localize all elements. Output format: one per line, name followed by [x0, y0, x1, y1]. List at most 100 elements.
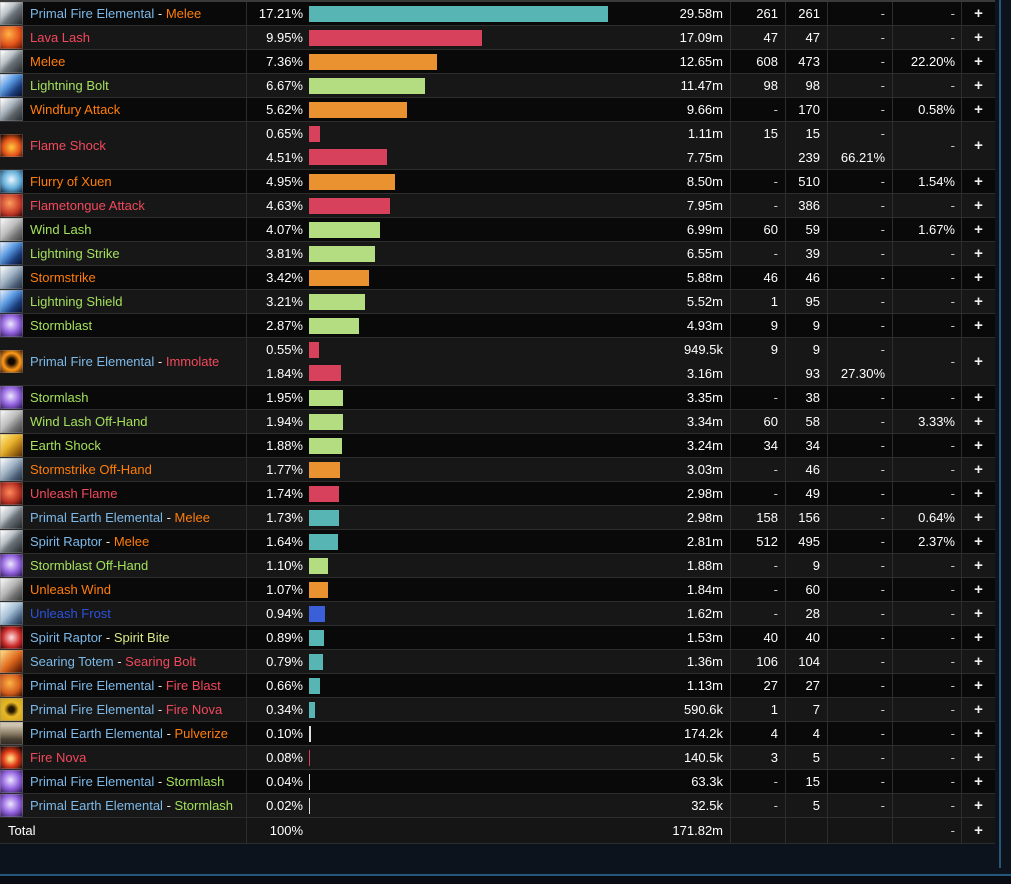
expand-button[interactable]: +	[961, 746, 995, 769]
ability-name[interactable]: Wind Lash	[30, 222, 91, 237]
expand-button[interactable]: +	[961, 122, 995, 169]
ability-name[interactable]: Lava Lash	[30, 30, 90, 45]
table-row[interactable]: Primal Fire Elemental - Fire Nova 0.34% 59…	[0, 698, 995, 722]
expand-button[interactable]: +	[961, 626, 995, 649]
expand-button[interactable]: +	[961, 770, 995, 793]
ability-name[interactable]: Fire Nova	[30, 750, 86, 765]
expand-button[interactable]: +	[961, 506, 995, 529]
table-row[interactable]: Unleash Wind 1.07% 1.84m -60- - +	[0, 578, 995, 602]
table-row[interactable]: Primal Fire Elemental - Fire Blast 0.66% 1…	[0, 674, 995, 698]
table-row[interactable]: Spirit Raptor - Melee 1.64% 2.81m 512 495-2.…	[0, 530, 995, 554]
table-row[interactable]: Flurry of Xuen 4.95% 8.50m -510-1.54% +	[0, 170, 995, 194]
ability-name[interactable]: Spirit Raptor - Melee	[30, 534, 149, 549]
total-row[interactable]: Total 100% 171.82m - +	[0, 818, 995, 844]
expand-button[interactable]: +	[961, 794, 995, 817]
expand-button[interactable]: +	[961, 410, 995, 433]
ability-name[interactable]: Searing Totem - Searing Bolt	[30, 654, 196, 669]
ability-name[interactable]: Unleash Flame	[30, 486, 117, 501]
expand-button[interactable]: +	[961, 722, 995, 745]
expand-button[interactable]: +	[961, 530, 995, 553]
expand-button[interactable]: +	[961, 578, 995, 601]
table-row[interactable]: Lightning Strike 3.81% 6.55m -39- - +	[0, 242, 995, 266]
ability-name[interactable]: Primal Fire Elemental - Melee	[30, 6, 201, 21]
ability-name[interactable]: Earth Shock	[30, 438, 101, 453]
expand-button[interactable]: +	[961, 170, 995, 193]
table-row[interactable]: Primal Fire Elemental - Melee 17.21% 29.58…	[0, 2, 995, 26]
ability-name[interactable]: Primal Earth Elemental - Pulverize	[30, 726, 228, 741]
table-row[interactable]: Stormstrike Off-Hand 1.77% 3.03m -46- - +	[0, 458, 995, 482]
table-row[interactable]: Stormlash 1.95% 3.35m -38- - +	[0, 386, 995, 410]
ability-name[interactable]: Melee	[30, 54, 65, 69]
table-row[interactable]: Lightning Bolt 6.67% 11.47m 98 98- - +	[0, 74, 995, 98]
ability-name[interactable]: Windfury Attack	[30, 102, 120, 117]
expand-button[interactable]: +	[961, 434, 995, 457]
table-row[interactable]: Flame Shock 0.65% 1.11m 4.51% 7.75m 15 15 239-6…	[0, 122, 995, 170]
ability-name[interactable]: Primal Earth Elemental - Melee	[30, 510, 210, 525]
ability-name[interactable]: Lightning Bolt	[30, 78, 109, 93]
ability-name[interactable]: Wind Lash Off-Hand	[30, 414, 148, 429]
expand-button[interactable]: +	[961, 482, 995, 505]
table-row[interactable]: Stormblast Off-Hand 1.10% 1.88m -9- - +	[0, 554, 995, 578]
expand-button[interactable]: +	[961, 650, 995, 673]
table-row[interactable]: Windfury Attack 5.62% 9.66m -170-0.58% +	[0, 98, 995, 122]
table-row[interactable]: Primal Earth Elemental - Melee 1.73% 2.98m…	[0, 506, 995, 530]
ability-name[interactable]: Primal Earth Elemental - Stormlash	[30, 798, 233, 813]
table-row[interactable]: Searing Totem - Searing Bolt 0.79% 1.36m 10…	[0, 650, 995, 674]
table-row[interactable]: Earth Shock 1.88% 3.24m 34 34- - +	[0, 434, 995, 458]
ability-name[interactable]: Stormstrike Off-Hand	[30, 462, 152, 477]
ability-name[interactable]: Primal Fire Elemental - Fire Nova	[30, 702, 222, 717]
ability-name[interactable]: Primal Fire Elemental - Fire Blast	[30, 678, 221, 693]
expand-button[interactable]: +	[961, 314, 995, 337]
table-row[interactable]: Lightning Shield 3.21% 5.52m 1 95- - +	[0, 290, 995, 314]
ability-name[interactable]: Spirit Raptor - Spirit Bite	[30, 630, 169, 645]
expand-button[interactable]: +	[961, 242, 995, 265]
table-row[interactable]: Primal Earth Elemental - Stormlash 0.02% 3…	[0, 794, 995, 818]
expand-button[interactable]: +	[961, 194, 995, 217]
table-row[interactable]: Melee 7.36% 12.65m 608 473 -22.20% +	[0, 50, 995, 74]
ability-name[interactable]: Flametongue Attack	[30, 198, 145, 213]
ability-name[interactable]: Flame Shock	[30, 138, 106, 153]
expand-button[interactable]: +	[961, 674, 995, 697]
total-expand-button[interactable]: +	[961, 818, 995, 843]
ability-name[interactable]: Lightning Shield	[30, 294, 123, 309]
ability-name[interactable]: Flurry of Xuen	[30, 174, 112, 189]
uptime-value: -	[880, 462, 885, 477]
expand-button[interactable]: +	[961, 218, 995, 241]
table-row[interactable]: Spirit Raptor - Spirit Bite 0.89% 1.53m 40 4…	[0, 626, 995, 650]
table-row[interactable]: Unleash Frost 0.94% 1.62m -28- - +	[0, 602, 995, 626]
ability-name[interactable]: Stormlash	[30, 390, 89, 405]
table-row[interactable]: Stormblast 2.87% 4.93m 9 9- - +	[0, 314, 995, 338]
expand-button[interactable]: +	[961, 98, 995, 121]
amount-value: 140.5k	[683, 750, 723, 765]
expand-button[interactable]: +	[961, 458, 995, 481]
expand-button[interactable]: +	[961, 698, 995, 721]
table-row[interactable]: Unleash Flame 1.74% 2.98m -49- - +	[0, 482, 995, 506]
table-row[interactable]: Fire Nova 0.08% 140.5k 3 5- - +	[0, 746, 995, 770]
table-row[interactable]: Primal Earth Elemental - Pulverize 0.10% 1…	[0, 722, 995, 746]
table-row[interactable]: Flametongue Attack 4.63% 7.95m -386- - +	[0, 194, 995, 218]
expand-button[interactable]: +	[961, 338, 995, 385]
table-row[interactable]: Primal Fire Elemental - Immolate 0.55% 949…	[0, 338, 995, 386]
ability-name[interactable]: Unleash Wind	[30, 582, 111, 597]
table-row[interactable]: Stormstrike 3.42% 5.88m 46 46- - +	[0, 266, 995, 290]
table-row[interactable]: Primal Fire Elemental - Stormlash 0.04% 63…	[0, 770, 995, 794]
expand-button[interactable]: +	[961, 554, 995, 577]
ability-name[interactable]: Primal Fire Elemental - Immolate	[30, 354, 219, 369]
expand-button[interactable]: +	[961, 386, 995, 409]
expand-button[interactable]: +	[961, 266, 995, 289]
expand-button[interactable]: +	[961, 50, 995, 73]
expand-button[interactable]: +	[961, 602, 995, 625]
expand-button[interactable]: +	[961, 290, 995, 313]
ability-name[interactable]: Stormblast Off-Hand	[30, 558, 148, 573]
expand-button[interactable]: +	[961, 2, 995, 25]
table-row[interactable]: Wind Lash 4.07% 6.99m 60 59 -1.67% +	[0, 218, 995, 242]
ability-name[interactable]: Unleash Frost	[30, 606, 111, 621]
expand-button[interactable]: +	[961, 26, 995, 49]
expand-button[interactable]: +	[961, 74, 995, 97]
ability-name[interactable]: Primal Fire Elemental - Stormlash	[30, 774, 224, 789]
table-row[interactable]: Lava Lash 9.95% 17.09m 47 47- - +	[0, 26, 995, 50]
ability-name[interactable]: Lightning Strike	[30, 246, 120, 261]
ability-name[interactable]: Stormblast	[30, 318, 92, 333]
table-row[interactable]: Wind Lash Off-Hand 1.94% 3.34m 60 58 -3.33% +	[0, 410, 995, 434]
ability-name[interactable]: Stormstrike	[30, 270, 96, 285]
